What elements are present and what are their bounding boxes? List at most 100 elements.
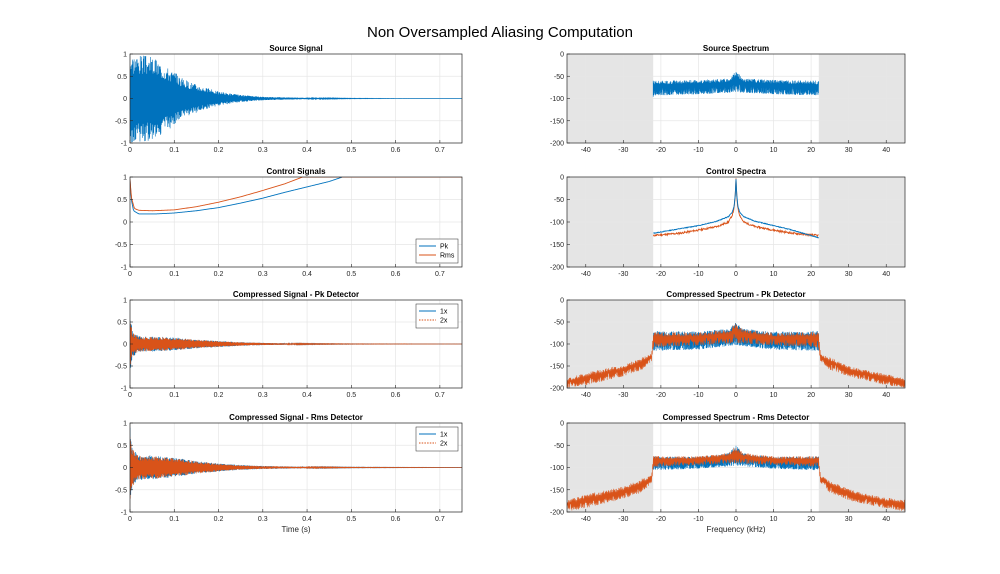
panel-title: Control Signals [266, 167, 326, 176]
series-Rms [130, 177, 462, 212]
figure-title: Non Oversampled Aliasing Computation [367, 24, 633, 41]
x-tick-label: 20 [807, 516, 815, 523]
y-tick-label: -100 [550, 465, 564, 472]
x-tick-label: 0 [128, 147, 132, 154]
y-tick-label: 0.5 [117, 443, 127, 450]
y-tick-label: -1 [121, 386, 127, 393]
y-tick-label: -50 [554, 197, 564, 204]
legend-label-Pk: Pk [440, 244, 449, 251]
x-tick-label: 0 [734, 392, 738, 399]
series-blue [653, 179, 819, 239]
series-2x [567, 323, 905, 388]
y-tick-label: -0.5 [115, 242, 127, 249]
x-tick-label: 0.3 [258, 392, 268, 399]
x-tick-label: 40 [882, 147, 890, 154]
x-tick-label: 10 [770, 147, 778, 154]
panel-source-spectrum: -40 -30 -20 -10 0 10 20 30 40-200-150-100-500Sou… [550, 44, 906, 154]
series-2x [130, 323, 462, 365]
panel-compressed-signal-rms: 0 0.1 0.2 0.3 0.4 0.5 0.6 0.7 -1 -0.5 0 0.5 1 Compres… [115, 413, 463, 534]
x-tick-label: 0.7 [435, 392, 445, 399]
y-tick-label: 0 [123, 220, 127, 227]
x-tick-label: -30 [618, 147, 628, 154]
y-tick-label: -0.5 [115, 364, 127, 371]
x-tick-label: 0.5 [346, 147, 356, 154]
y-tick-label: 0 [123, 342, 127, 349]
x-tick-label: -10 [693, 271, 703, 278]
x-tick-label: 0.2 [214, 392, 224, 399]
legend-box [415, 238, 459, 264]
x-tick-label: 20 [807, 392, 815, 399]
x-tick-label: 0.2 [214, 147, 224, 154]
y-tick-label: -50 [554, 74, 564, 81]
x-tick-label: -40 [581, 516, 591, 523]
y-tick-label: -1 [121, 510, 127, 517]
x-tick-label: 0.5 [346, 392, 356, 399]
x-tick-label: 0.5 [346, 271, 356, 278]
panel-title: Control Spectra [706, 167, 767, 176]
x-tick-label: 10 [770, 392, 778, 399]
y-tick-label: -200 [550, 386, 564, 393]
panel-compressed-spectrum-pk: -40 -30 -20 -10 0 10 20 30 40-200-150-100-500Com… [550, 290, 906, 399]
x-tick-label: 30 [845, 516, 853, 523]
x-tick-label: -30 [618, 392, 628, 399]
x-tick-label: 0.6 [391, 147, 401, 154]
x-tick-label: 0.4 [302, 147, 312, 154]
x-tick-label: 10 [770, 516, 778, 523]
y-tick-label: 0 [560, 421, 564, 428]
legend: Pk Rms [415, 238, 459, 264]
y-tick-label: -200 [550, 265, 564, 272]
legend-box [415, 426, 459, 452]
x-tick-label: -10 [693, 516, 703, 523]
series-group [567, 323, 905, 388]
legend-label-2x: 2x [440, 318, 448, 325]
panel-control-spectra: -40 -30 -20 -10 0 10 20 30 40-200-150-100-500Con… [550, 167, 906, 278]
y-tick-label: -150 [550, 242, 564, 249]
y-tick-label: 1 [123, 52, 127, 59]
x-tick-label: -40 [581, 392, 591, 399]
x-tick-label: 40 [882, 271, 890, 278]
y-tick-label: 0 [560, 52, 564, 59]
series-blue [130, 55, 462, 143]
y-tick-label: -200 [550, 510, 564, 517]
x-tick-label: 0.2 [214, 516, 224, 523]
x-tick-label: 20 [807, 271, 815, 278]
x-tick-label: -40 [581, 147, 591, 154]
y-tick-label: -50 [554, 320, 564, 327]
x-tick-label: -20 [656, 392, 666, 399]
y-tick-label: -150 [550, 118, 564, 125]
x-tick-label: 0.4 [302, 516, 312, 523]
panel-compressed-spectrum-rms: -40 -30 -20 -10 0 10 20 30 40-200-150-100-500Com… [550, 413, 906, 534]
x-tick-label: 40 [882, 392, 890, 399]
x-tick-label: 0.3 [258, 271, 268, 278]
y-tick-label: 0.5 [117, 320, 127, 327]
x-tick-label: -20 [656, 147, 666, 154]
x-tick-label: 0.1 [169, 392, 179, 399]
y-tick-label: 1 [123, 421, 127, 428]
y-tick-label: -100 [550, 342, 564, 349]
panel-title: Source Signal [269, 44, 322, 53]
x-tick-label: 0.4 [302, 271, 312, 278]
y-tick-label: -1 [121, 141, 127, 148]
series-group [567, 445, 905, 511]
y-tick-label: -0.5 [115, 487, 127, 494]
y-tick-label: 0 [560, 175, 564, 182]
x-tick-label: 0.5 [346, 516, 356, 523]
x-tick-label: -10 [693, 147, 703, 154]
series-group [652, 72, 819, 97]
x-tick-label: 0.1 [169, 271, 179, 278]
panel-title: Compressed Spectrum - Rms Detector [663, 413, 810, 422]
x-tick-label: 0 [128, 516, 132, 523]
y-tick-label: 1 [123, 175, 127, 182]
x-tick-label: 20 [807, 147, 815, 154]
y-tick-label: 0 [560, 298, 564, 305]
panel-title: Compressed Spectrum - Pk Detector [666, 290, 805, 299]
x-tick-label: 0.1 [169, 516, 179, 523]
x-tick-label: 0.6 [391, 271, 401, 278]
y-tick-label: 0.5 [117, 74, 127, 81]
legend-label-Rms: Rms [440, 253, 455, 260]
y-tick-label: 0 [123, 96, 127, 103]
x-tick-label: 0 [734, 271, 738, 278]
panel-title: Source Spectrum [703, 44, 769, 53]
series-group [130, 177, 462, 215]
panel-title: Compressed Signal - Rms Detector [229, 413, 363, 422]
